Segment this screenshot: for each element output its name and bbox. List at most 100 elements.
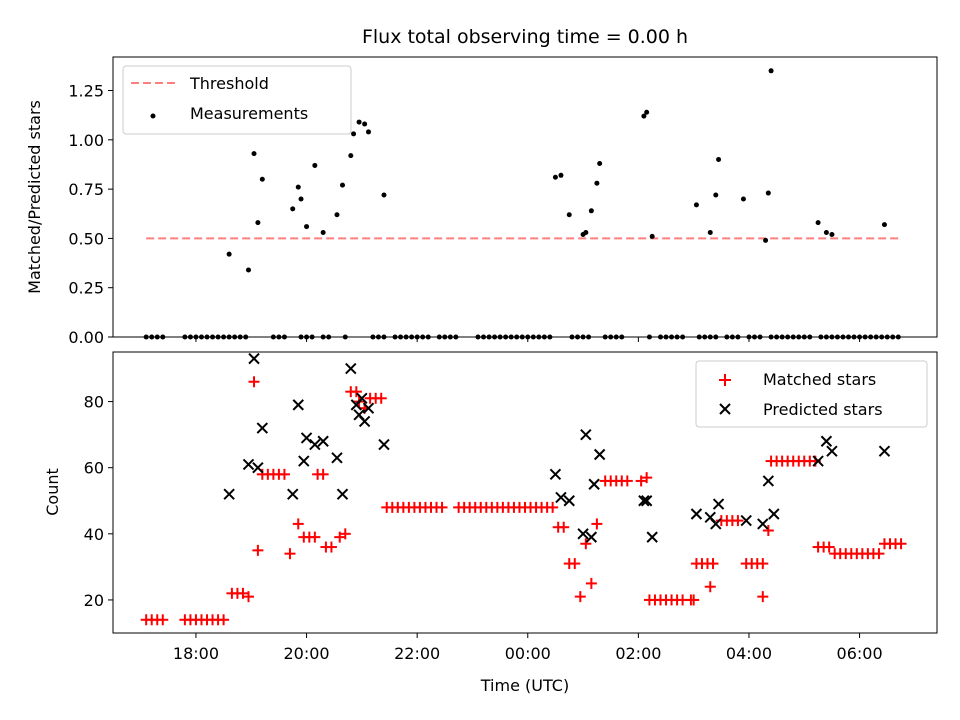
matched-star-point bbox=[339, 528, 351, 540]
measurement-point bbox=[348, 153, 354, 159]
measurement-point bbox=[255, 220, 261, 226]
bottom-plot-frame bbox=[112, 351, 938, 634]
predicted-star-point bbox=[757, 518, 769, 530]
predicted-star-point bbox=[646, 531, 658, 543]
measurement-point bbox=[193, 334, 199, 340]
measurement-point bbox=[436, 334, 442, 340]
predicted-star-point bbox=[549, 468, 562, 481]
measurement-point bbox=[569, 334, 575, 340]
measurement-point bbox=[729, 334, 735, 340]
x-tick-label: 20:00 bbox=[284, 644, 330, 663]
top-y-tick-label: 0.75 bbox=[68, 180, 104, 199]
measurement-point bbox=[326, 334, 332, 340]
measurement-point bbox=[143, 334, 149, 340]
predicted-star-point bbox=[252, 461, 264, 474]
matched-star-point bbox=[635, 475, 647, 487]
matched-star-point bbox=[688, 594, 700, 606]
bottom-y-tick-label: 60 bbox=[84, 459, 104, 478]
predicted-star-point bbox=[555, 491, 567, 504]
measurement-point bbox=[552, 174, 558, 180]
measurement-point bbox=[881, 222, 887, 228]
measurement-point bbox=[270, 334, 276, 340]
measurement-point bbox=[602, 334, 608, 340]
measurement-point bbox=[420, 334, 426, 340]
matched-star-point bbox=[762, 525, 774, 537]
measurement-point bbox=[774, 334, 780, 340]
legend-matched-label: Matched stars bbox=[763, 370, 876, 389]
predicted-star-point bbox=[242, 458, 255, 471]
measurement-point bbox=[309, 334, 315, 340]
predicted-star-point bbox=[300, 432, 313, 444]
measurement-point bbox=[251, 151, 257, 157]
measurement-point bbox=[566, 212, 572, 218]
measurement-point bbox=[790, 334, 796, 340]
measurement-point bbox=[342, 334, 348, 340]
matched-star-point bbox=[248, 376, 260, 388]
top-y-tick-label: 0.50 bbox=[68, 229, 104, 248]
measurement-point bbox=[619, 334, 625, 340]
measurement-point bbox=[351, 131, 357, 137]
predicted-star-point bbox=[287, 488, 299, 500]
measurement-point bbox=[580, 334, 586, 340]
measurement-point bbox=[340, 182, 346, 188]
legend-measurements-swatch bbox=[150, 113, 156, 119]
measurement-point bbox=[365, 129, 371, 135]
matched-star-point bbox=[284, 548, 296, 560]
predicted-star-point bbox=[580, 428, 592, 441]
measurement-point bbox=[740, 196, 746, 202]
measurement-point bbox=[818, 334, 824, 340]
measurement-point bbox=[680, 334, 686, 340]
measurement-point bbox=[226, 334, 232, 340]
matched-star-point bbox=[757, 558, 769, 570]
matched-star-point bbox=[157, 614, 169, 626]
matched-star-point bbox=[325, 541, 337, 553]
legend-predicted-label: Predicted stars bbox=[763, 400, 883, 419]
measurement-point bbox=[779, 334, 785, 340]
measurement-point bbox=[583, 229, 589, 235]
measurement-point bbox=[508, 334, 514, 340]
measurement-point bbox=[879, 334, 885, 340]
measurement-point bbox=[752, 334, 758, 340]
predicted-star-point bbox=[740, 514, 752, 527]
top-legend-box bbox=[122, 65, 352, 135]
matched-star-point bbox=[237, 587, 249, 599]
matched-star-point bbox=[895, 538, 907, 550]
measurement-point bbox=[840, 334, 846, 340]
measurement-point bbox=[276, 334, 282, 340]
measurement-point bbox=[707, 334, 713, 340]
measurement-point bbox=[649, 233, 655, 239]
measurement-point bbox=[862, 334, 868, 340]
matched-star-point bbox=[873, 548, 885, 560]
predicted-star-point bbox=[292, 399, 304, 411]
measurement-point bbox=[575, 334, 581, 340]
measurement-point bbox=[497, 334, 503, 340]
top-legend: Threshold Measurements bbox=[122, 65, 352, 135]
measurement-point bbox=[447, 334, 453, 340]
measurement-point bbox=[768, 334, 774, 340]
measurement-point bbox=[834, 334, 840, 340]
measurement-point bbox=[702, 334, 708, 340]
measurement-point bbox=[586, 334, 592, 340]
x-tick-label: 02:00 bbox=[615, 644, 661, 663]
measurement-point bbox=[492, 334, 498, 340]
matched-star-point bbox=[292, 518, 304, 530]
measurement-point bbox=[514, 334, 520, 340]
measurement-point bbox=[597, 160, 603, 166]
measurement-point bbox=[503, 334, 509, 340]
measurement-point bbox=[823, 334, 829, 340]
measurement-point bbox=[304, 224, 310, 230]
measurement-point bbox=[154, 334, 160, 340]
measurement-point bbox=[763, 237, 769, 243]
bottom-y-tick-label: 40 bbox=[84, 525, 104, 544]
matched-star-point bbox=[574, 591, 586, 603]
predicted-star-point bbox=[878, 445, 891, 457]
matched-star-point bbox=[252, 544, 264, 556]
predicted-star-point bbox=[256, 422, 269, 434]
measurement-point bbox=[519, 334, 525, 340]
bottom-y-tick-label: 80 bbox=[84, 393, 104, 412]
measurement-point bbox=[693, 202, 699, 208]
predicted-star-point bbox=[336, 488, 349, 500]
top-y-tick-label: 0.25 bbox=[68, 279, 104, 298]
measurement-point bbox=[281, 334, 287, 340]
measurement-point bbox=[884, 334, 890, 340]
